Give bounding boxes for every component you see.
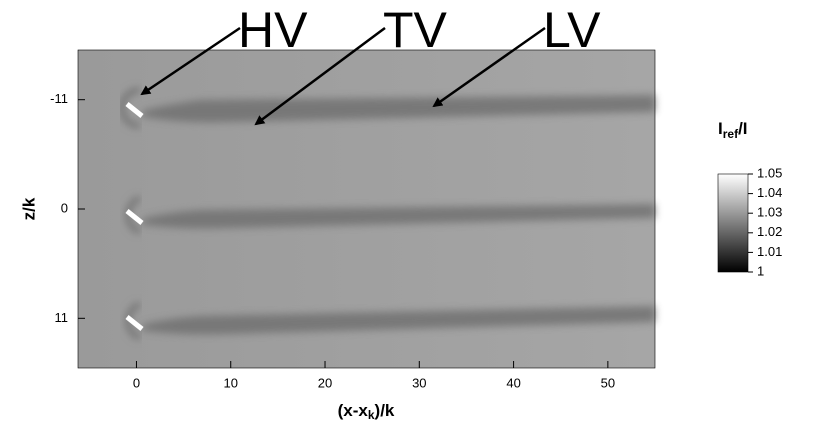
y-tick-label: 0 <box>61 200 68 215</box>
colorbar <box>718 174 748 272</box>
y-tick-label: -11 <box>50 91 68 106</box>
colorbar-tick-label: 1.01 <box>757 244 782 259</box>
annotation: LV <box>543 2 601 58</box>
x-axis-label: (x-xk)/k <box>338 401 395 422</box>
colorbar-tick-label: 1.04 <box>757 185 782 200</box>
image <box>78 50 655 368</box>
y-tick-label: 11 <box>55 310 69 325</box>
colorbar-tick-label: 1.03 <box>757 205 782 220</box>
colorbar-tick-label: 1 <box>757 263 764 278</box>
y-axis-label: z/k <box>19 197 38 220</box>
x-tick-label: 20 <box>318 375 332 390</box>
colorbar-tick-label: 1.02 <box>757 224 782 239</box>
colorbar-tick-label: 1.05 <box>757 165 782 180</box>
annotation: TV <box>383 2 448 58</box>
chart: HV TV LV (x-xk)/k z/k Iref/I 01020304050… <box>0 0 825 432</box>
colorbar-title: Iref/I <box>718 119 748 141</box>
x-tick-label: 0 <box>133 375 140 390</box>
x-tick-label: 10 <box>224 375 238 390</box>
annotation: HV <box>238 2 308 58</box>
x-tick-label: 30 <box>412 375 426 390</box>
x-tick-label: 40 <box>506 375 520 390</box>
x-tick-label: 50 <box>601 375 615 390</box>
